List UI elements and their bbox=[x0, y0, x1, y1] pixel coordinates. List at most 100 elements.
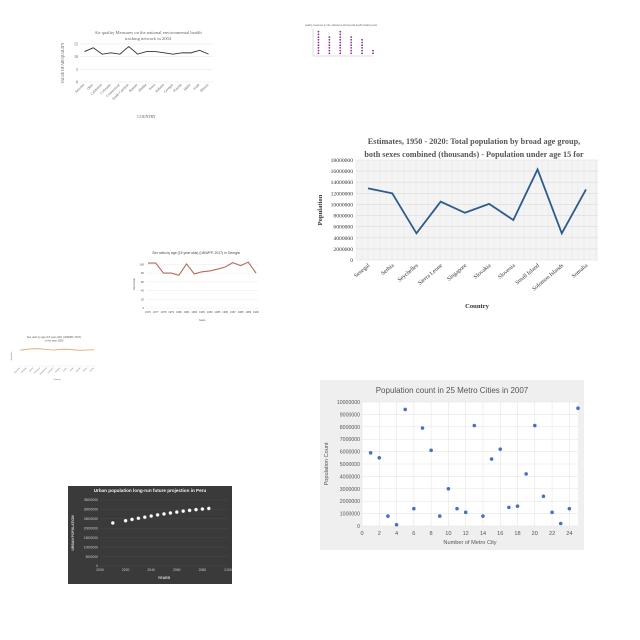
scatter-point bbox=[472, 423, 477, 428]
scatter-point bbox=[368, 451, 373, 455]
scatter-point bbox=[317, 41, 320, 44]
x-tick-label: Arizona bbox=[74, 83, 85, 94]
x-tick-label: Bosnia bbox=[89, 367, 94, 372]
x-tick-label: Bangladesh bbox=[39, 367, 47, 375]
scatter-point bbox=[558, 521, 563, 526]
scatter-point bbox=[110, 521, 115, 525]
chart-title: Sex ratio by age (15 year olds) (UNWPP, … bbox=[27, 335, 81, 339]
x-tick-label: 1979 bbox=[168, 310, 174, 314]
x-tick-label: 1976 bbox=[145, 310, 151, 314]
scatter-point bbox=[162, 512, 166, 516]
x-tick-label: 16 bbox=[497, 531, 503, 537]
y-tick-label: 3000000 bbox=[340, 487, 360, 493]
x-tick-label: Belgium bbox=[55, 367, 61, 373]
scatter-point bbox=[339, 33, 342, 36]
scatter-point bbox=[317, 33, 320, 36]
chart-title: Estimates, 1950 - 2020: Total population… bbox=[368, 137, 580, 146]
scatter-point bbox=[174, 510, 179, 514]
y-tick-label: 8000000 bbox=[333, 214, 353, 220]
x-tick-label: 1982 bbox=[191, 310, 197, 314]
scatter-point bbox=[350, 41, 353, 44]
scatter-point bbox=[361, 38, 363, 41]
x-tick-label: 1977 bbox=[153, 310, 159, 314]
y-tick-label: 10 bbox=[74, 54, 78, 59]
chart-population-under-15-svg: Estimates, 1950 - 2020: Total population… bbox=[317, 137, 598, 310]
scatter-point bbox=[328, 52, 331, 55]
y-tick-label: 8000000 bbox=[340, 425, 360, 431]
chart-title: both sexes combined (thousands) - Popula… bbox=[364, 150, 584, 159]
x-tick-label: 6 bbox=[412, 531, 415, 537]
y-tick-label: 6000000 bbox=[333, 225, 353, 231]
x-tick-label: Bahamas bbox=[34, 367, 41, 374]
x-tick-label: 2040 bbox=[147, 568, 155, 572]
scatter-point bbox=[437, 514, 442, 518]
scatter-point bbox=[328, 38, 331, 41]
scatter-point bbox=[386, 514, 390, 518]
scatter-point bbox=[372, 52, 374, 55]
chart-sex-ratio-georgia-svg: Sex ratio by age (15 year olds) (UNWPP, … bbox=[132, 251, 259, 322]
chart-air-quality-2004: Air quality Measures on the national env… bbox=[58, 28, 220, 124]
scatter-point bbox=[533, 423, 537, 428]
scatter-point bbox=[123, 518, 128, 523]
y-tick-label: 40 bbox=[141, 289, 145, 293]
x-tick-label: Florida bbox=[172, 83, 182, 93]
scatter-point bbox=[507, 505, 511, 510]
scatter-point bbox=[372, 49, 374, 52]
scatter-point bbox=[524, 472, 528, 476]
scatter-point bbox=[181, 509, 186, 513]
chart-sex-ratio-1950: Sex ratio by age (15 year olds) (UNWPP, … bbox=[8, 334, 100, 382]
x-tick-label: Belize bbox=[63, 367, 68, 372]
y-tick-label: 9000000 bbox=[340, 412, 360, 418]
scatter-point bbox=[149, 514, 154, 518]
x-tick-label: Benin bbox=[70, 367, 75, 372]
x-axis-label: YEARS bbox=[158, 576, 171, 580]
chart-title: Sex ratio by age (15 year olds) (UNWPP, … bbox=[152, 251, 240, 255]
scatter-point bbox=[317, 47, 320, 49]
scatter-point bbox=[328, 44, 331, 47]
y-tick-label: 10000000 bbox=[84, 545, 98, 549]
scatter-point bbox=[515, 504, 520, 508]
chart-air-quality-scatter: Air quality measures on the national env… bbox=[302, 22, 381, 64]
scatter-point bbox=[328, 41, 331, 44]
y-tick-label: 60 bbox=[141, 280, 145, 284]
x-tick-label: 1983 bbox=[199, 310, 205, 314]
x-tick-label: Illinois bbox=[199, 82, 209, 92]
chart-title: Air quality measures on the national env… bbox=[305, 24, 377, 27]
series-line bbox=[367, 167, 587, 236]
y-tick-label: 15000000 bbox=[84, 536, 98, 540]
chart-title: tracking network in 2004 bbox=[125, 36, 172, 41]
y-axis-label: VALUE OF AIR QUALITY bbox=[61, 42, 65, 83]
chart-title: in the year 1950 bbox=[45, 339, 64, 343]
x-tick-label: 2080 bbox=[199, 568, 207, 572]
x-tick-label: 2100 bbox=[224, 568, 232, 572]
y-tick-label: 0 bbox=[76, 80, 78, 85]
x-tick-label: 8 bbox=[430, 531, 433, 537]
y-tick-label: 20 bbox=[141, 297, 145, 301]
x-tick-label: Somalia bbox=[571, 263, 590, 280]
y-tick-label: 80 bbox=[141, 271, 145, 275]
y-tick-label: 1000000 bbox=[340, 512, 360, 518]
chart-sex-ratio-1950-svg: Sex ratio by age (15 year olds) (UNWPP, … bbox=[10, 335, 96, 381]
scatter-point bbox=[136, 516, 141, 521]
scatter-point bbox=[339, 52, 342, 55]
x-tick-label: 1989 bbox=[245, 310, 251, 314]
x-tick-label: 1987 bbox=[230, 310, 236, 314]
x-tick-label: Alaska bbox=[137, 83, 147, 93]
scatter-point bbox=[350, 49, 353, 52]
scatter-point bbox=[403, 407, 407, 412]
scatter-point bbox=[412, 506, 416, 511]
y-tick-label: 14000000 bbox=[331, 180, 354, 186]
x-tick-label: 1980 bbox=[176, 310, 182, 314]
scatter-point bbox=[498, 447, 503, 451]
x-tick-label: 18 bbox=[514, 531, 520, 537]
chart-title: Population count in 25 Metro Cities in 2… bbox=[376, 386, 529, 395]
y-axis-label: Sex Ratio bbox=[10, 351, 13, 361]
x-tick-label: 1986 bbox=[222, 310, 228, 314]
x-tick-label: 2020 bbox=[122, 568, 130, 572]
x-tick-label: Austria bbox=[28, 367, 34, 373]
x-tick-label: Seychelles bbox=[397, 262, 420, 283]
x-tick-label: 12 bbox=[463, 531, 469, 537]
scatter-point bbox=[328, 36, 331, 38]
x-tick-label: 14 bbox=[480, 531, 486, 537]
y-tick-label: 35000000 bbox=[84, 498, 98, 502]
